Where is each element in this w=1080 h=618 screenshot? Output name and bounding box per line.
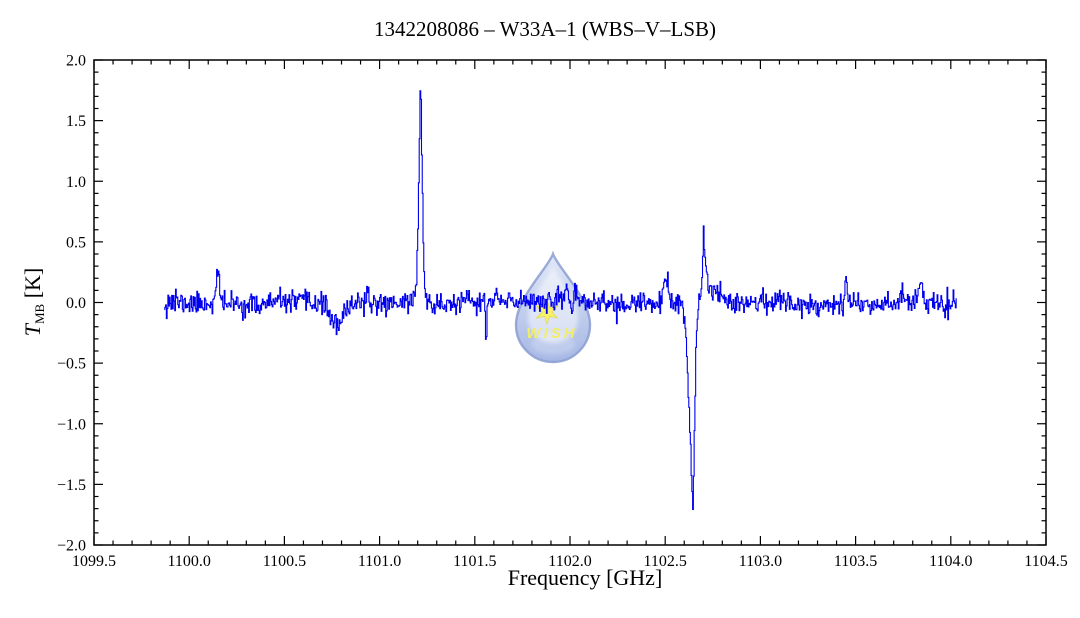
x-tick-label: 1101.0 xyxy=(358,553,401,570)
x-tick-label: 1100.5 xyxy=(263,553,306,570)
y-tick-label: 2.0 xyxy=(66,53,86,70)
y-tick-label: −1.5 xyxy=(57,477,86,494)
y-axis-label: TMB [K] xyxy=(20,268,47,337)
x-tick-label: 1102.0 xyxy=(548,553,591,570)
y-tick-label: 1.0 xyxy=(66,174,86,191)
water-drop-shine xyxy=(531,333,575,355)
x-tick-label: 1100.0 xyxy=(167,553,210,570)
figure-title: 1342208086 – W33A–1 (WBS–V–LSB) xyxy=(374,17,716,41)
y-tick-label: −2.0 xyxy=(57,538,86,555)
axis-ticks xyxy=(93,59,1047,546)
wish-watermark-text: WISH xyxy=(526,325,577,342)
x-tick-label: 1103.5 xyxy=(834,553,877,570)
spectrum-line xyxy=(164,90,957,511)
x-axis-label: Frequency [GHz] xyxy=(508,565,663,590)
y-tick-label: 0.0 xyxy=(66,295,86,312)
x-tick-label: 1104.5 xyxy=(1024,553,1067,570)
x-tick-label: 1101.5 xyxy=(453,553,496,570)
x-tick-label: 1104.0 xyxy=(929,553,972,570)
x-tick-label: 1099.5 xyxy=(72,553,116,570)
x-tick-label: 1103.0 xyxy=(739,553,782,570)
y-tick-label: 1.5 xyxy=(66,113,86,130)
x-tick-label: 1102.5 xyxy=(643,553,686,570)
y-tick-label: −0.5 xyxy=(57,356,86,373)
y-tick-label: 0.5 xyxy=(66,234,86,251)
axis-tick-labels: 1099.5 1100.0 1100.5 1101.0 1101.5 1102.0 1102… xyxy=(57,53,1068,571)
y-tick-label: −1.0 xyxy=(57,416,86,433)
